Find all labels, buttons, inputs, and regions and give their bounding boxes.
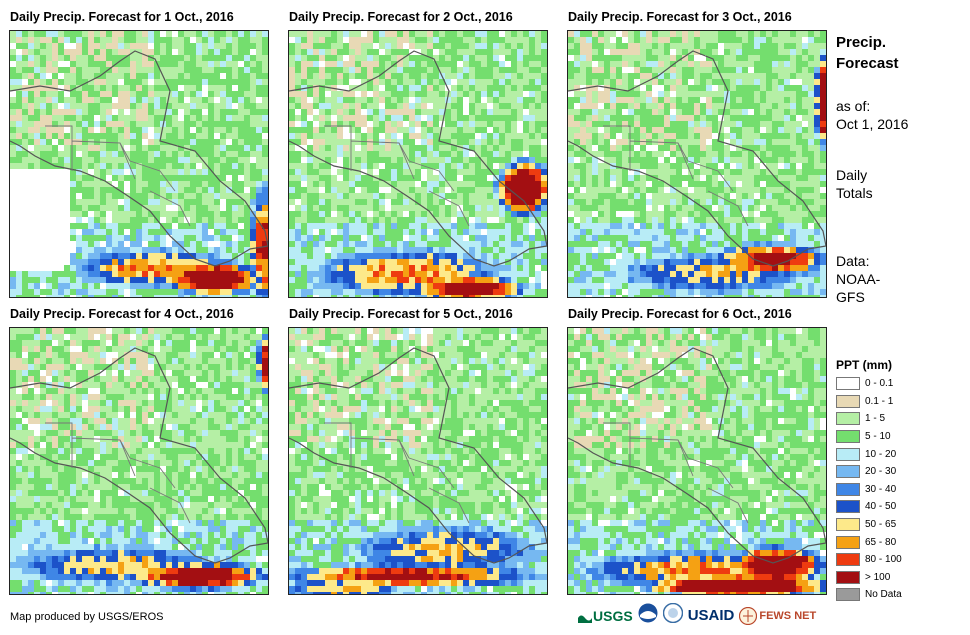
legend-label: No Data (865, 589, 902, 601)
legend-swatch (836, 535, 860, 549)
legend-item: 30 - 40 (836, 481, 902, 499)
precip-map-day-6 (567, 327, 827, 595)
legend-item: 0 - 0.1 (836, 375, 902, 393)
legend-label: 50 - 65 (865, 519, 897, 531)
fews-net-logo: FEWS NET (739, 606, 817, 625)
logo-strip: USGS USAID FEWS NET (578, 602, 817, 628)
data-source-line2: GFS (836, 289, 865, 305)
legend-item: 50 - 65 (836, 516, 902, 534)
totals-block: Daily Totals (836, 166, 873, 202)
as-of-block: as of: Oct 1, 2016 (836, 97, 908, 133)
precip-map-day-2 (288, 30, 548, 298)
legend-swatch (836, 394, 860, 408)
usgs-logo: USGS (578, 608, 633, 624)
legend-label: > 100 (865, 571, 891, 583)
precip-map-day-5 (288, 327, 548, 595)
panel-title-4: Daily Precip. Forecast for 4 Oct., 2016 (10, 307, 234, 321)
usgs-text: USGS (593, 607, 633, 624)
panel-title-2: Daily Precip. Forecast for 2 Oct., 2016 (289, 10, 513, 24)
legend-rows: 0 - 0.1 0.1 - 1 1 - 5 5 - 10 10 - 20 20 - 30 3… (836, 375, 902, 604)
legend-item: 0.1 - 1 (836, 393, 902, 411)
legend-label: 0 - 0.1 (865, 378, 894, 390)
totals-line1: Daily (836, 167, 868, 183)
legend-item: 1 - 5 (836, 410, 902, 428)
legend-label: 40 - 50 (865, 501, 897, 513)
legend-item: 80 - 100 (836, 551, 902, 569)
data-source-block: Data: NOAA- GFS (836, 252, 880, 306)
legend-item: No Data (836, 586, 902, 604)
legend-swatch (836, 447, 860, 461)
legend-label: 1 - 5 (865, 413, 886, 425)
legend-swatch (836, 500, 860, 514)
as-of-date: Oct 1, 2016 (836, 116, 909, 132)
legend-label: 80 - 100 (865, 554, 902, 566)
legend-item: 65 - 80 (836, 533, 902, 551)
legend: PPT (mm) 0 - 0.1 0.1 - 1 1 - 5 5 - 10 10 - 2… (836, 358, 902, 604)
legend-label: 5 - 10 (865, 431, 891, 443)
side-title-line2: Forecast (836, 55, 899, 72)
legend-label: 10 - 20 (865, 448, 897, 460)
legend-swatch (836, 482, 860, 496)
precip-map-day-3 (567, 30, 827, 298)
legend-swatch (836, 588, 860, 602)
legend-label: 65 - 80 (865, 536, 897, 548)
usaid-text: USAID (687, 607, 735, 624)
panel-title-3: Daily Precip. Forecast for 3 Oct., 2016 (568, 10, 792, 24)
legend-swatch (836, 430, 860, 444)
fews-text: FEWS NET (759, 609, 817, 622)
legend-title: PPT (mm) (836, 358, 893, 372)
legend-swatch (836, 412, 860, 426)
legend-swatch (836, 518, 860, 532)
legend-swatch (836, 377, 860, 391)
fews-globe-icon (739, 606, 758, 625)
precip-map-day-4 (9, 327, 269, 595)
legend-swatch (836, 570, 860, 584)
map-credit: Map produced by USGS/EROS (10, 611, 164, 623)
doi-seal-icon (662, 602, 683, 628)
legend-item: 20 - 30 (836, 463, 902, 481)
legend-label: 30 - 40 (865, 483, 897, 495)
noaa-logo-icon (638, 603, 658, 628)
precip-map-day-1 (9, 30, 269, 298)
totals-line2: Totals (836, 185, 873, 201)
legend-item: > 100 (836, 569, 902, 587)
side-title-line1: Precip. (836, 34, 887, 51)
as-of-label: as of: (836, 98, 871, 114)
legend-swatch (836, 465, 860, 479)
legend-item: 5 - 10 (836, 428, 902, 446)
legend-label: 20 - 30 (865, 466, 897, 478)
usgs-wave-icon (578, 615, 592, 623)
side-title: Precip. Forecast (836, 32, 899, 74)
usaid-logo: USAID (688, 607, 735, 624)
panel-title-1: Daily Precip. Forecast for 1 Oct., 2016 (10, 10, 234, 24)
data-source-line1: NOAA- (836, 271, 881, 287)
legend-label: 0.1 - 1 (865, 395, 894, 407)
legend-item: 10 - 20 (836, 445, 902, 463)
data-label: Data: (836, 253, 870, 269)
panel-title-5: Daily Precip. Forecast for 5 Oct., 2016 (289, 307, 513, 321)
panel-title-6: Daily Precip. Forecast for 6 Oct., 2016 (568, 307, 792, 321)
legend-swatch (836, 553, 860, 567)
legend-item: 40 - 50 (836, 498, 902, 516)
